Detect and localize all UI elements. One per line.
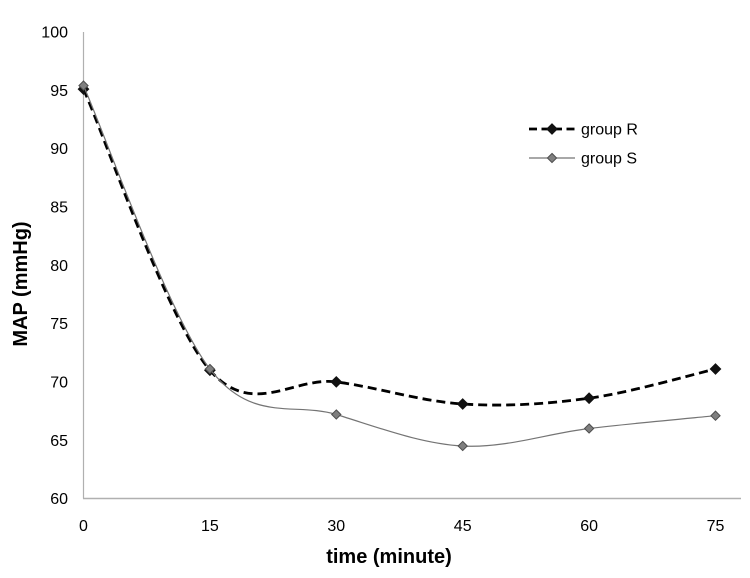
x-tick-label: 75 <box>707 518 725 535</box>
y-tick-label: 85 <box>50 200 68 217</box>
legend-item-label: group R <box>581 122 638 139</box>
y-tick-label: 100 <box>41 25 68 42</box>
data-point-marker <box>204 363 216 375</box>
x-tick-label: 15 <box>201 518 219 535</box>
legend-item-label: group S <box>581 151 637 168</box>
x-axis-tick-labels: 0 15 30 45 60 75 <box>79 518 724 535</box>
y-tick-label: 80 <box>50 258 68 275</box>
legend-marker-sample <box>546 152 558 164</box>
data-point-marker <box>330 409 342 420</box>
series-group-S <box>78 80 721 452</box>
x-axis-title: time (minute) <box>326 546 452 568</box>
x-tick-label: 0 <box>79 518 88 535</box>
y-tick-label: 65 <box>50 433 68 450</box>
y-tick-label: 70 <box>50 375 68 392</box>
x-tick-label: 60 <box>580 518 598 535</box>
legend-marker-sample <box>546 123 558 135</box>
data-point-marker <box>709 363 722 375</box>
legend-item-group-R: group R <box>529 122 638 139</box>
x-tick-label: 45 <box>454 518 472 535</box>
y-tick-label: 75 <box>50 316 68 333</box>
data-point-marker <box>710 410 721 422</box>
data-point-marker <box>457 440 469 452</box>
data-point-marker <box>330 375 343 388</box>
data-point-marker <box>456 398 469 410</box>
legend: group R group S <box>529 122 638 168</box>
data-point-marker <box>583 423 595 434</box>
x-tick-label: 30 <box>327 518 345 535</box>
data-point-marker <box>78 80 89 91</box>
axes <box>82 32 741 500</box>
y-tick-label: 95 <box>50 83 68 100</box>
data-series <box>77 80 722 452</box>
y-tick-label: 90 <box>50 141 68 158</box>
y-axis-title: MAP (mmHg) <box>10 221 32 346</box>
y-axis-tick-labels: 100 95 90 85 80 75 70 65 60 <box>41 25 68 509</box>
legend-item-group-S: group S <box>529 151 637 168</box>
data-point-marker <box>583 392 596 405</box>
y-tick-label: 60 <box>50 491 68 508</box>
